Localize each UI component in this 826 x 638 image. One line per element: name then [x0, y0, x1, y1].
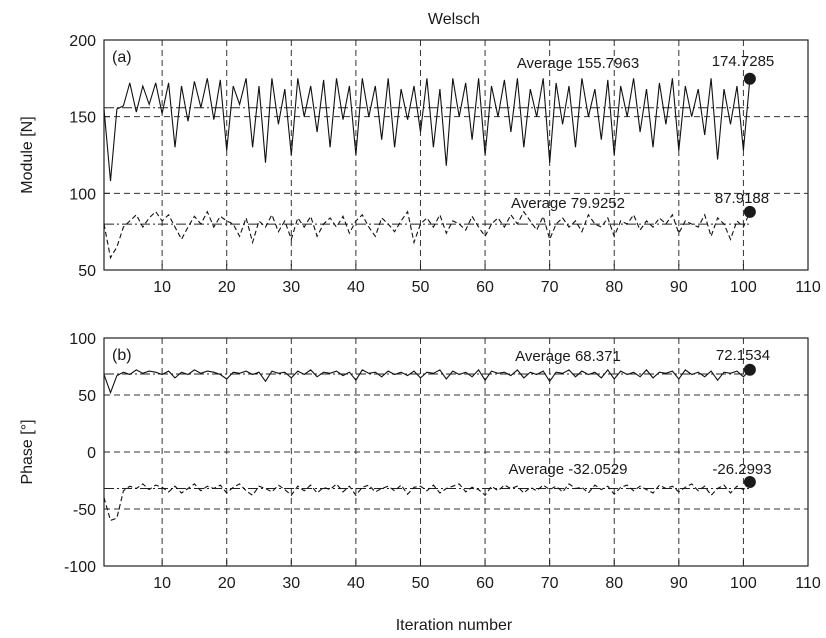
chart-title: Welsch: [428, 11, 480, 28]
x-tick-label: 70: [541, 575, 559, 592]
y-tick-label: 100: [69, 186, 96, 203]
x-tick-label: 70: [541, 279, 559, 296]
series-line: [103, 78, 751, 182]
panel-label: (a): [112, 49, 132, 66]
y-axis-label: Phase [°]: [19, 419, 36, 484]
y-tick-label: -100: [64, 559, 96, 576]
x-tick-label: 50: [412, 279, 430, 296]
average-annotation: Average 68.371: [515, 348, 621, 365]
final-point: [743, 363, 756, 376]
x-tick-label: 40: [347, 279, 365, 296]
x-tick-label: 110: [795, 575, 821, 592]
series-line: [103, 210, 751, 260]
y-tick-label: 150: [69, 110, 96, 127]
final-point: [743, 72, 756, 85]
average-annotation: Average 79.9252: [511, 195, 625, 212]
x-tick-label: 30: [282, 575, 300, 592]
average-annotation: Average 155.7963: [517, 55, 639, 72]
series-line: [103, 368, 751, 395]
x-tick-label: 10: [153, 575, 171, 592]
y-tick-label: 50: [78, 263, 96, 280]
x-tick-label: 40: [347, 575, 365, 592]
panel-a: 10 20 30 40 50 60 70 80 90 100 110 50 100 150 200 Modul…: [19, 33, 821, 296]
x-axis-label: Iteration number: [396, 617, 513, 634]
x-tick-label: 60: [476, 279, 494, 296]
x-tick-label: 90: [670, 279, 688, 296]
x-tick-label: 30: [282, 279, 300, 296]
average-annotation: Average -32.0529: [509, 461, 628, 478]
final-value-label: 174.7285: [712, 53, 775, 70]
y-tick-label: 50: [78, 388, 96, 405]
series-line: [103, 481, 751, 522]
final-value-label: -26.2993: [712, 461, 771, 478]
x-tick-label: 100: [730, 279, 757, 296]
x-tick-label: 60: [476, 575, 494, 592]
final-value-label: 72.1534: [716, 347, 770, 364]
x-tick-label: 20: [218, 279, 236, 296]
x-tick-label: 50: [412, 575, 430, 592]
y-tick-label: 200: [69, 33, 96, 50]
y-tick-label: 0: [87, 445, 96, 462]
x-tick-label: 110: [795, 279, 821, 296]
y-axis-label: Module [N]: [19, 116, 36, 193]
final-point: [743, 205, 756, 218]
final-value-label: 87.9188: [715, 190, 769, 207]
x-tick-label: 80: [605, 575, 623, 592]
x-tick-label: 90: [670, 575, 688, 592]
plot-frame: [103, 39, 809, 271]
x-tick-label: 100: [730, 575, 757, 592]
panel-b: 10 20 30 40 50 60 70 80 90 100 110 -100 -50 0 50 100 Pha…: [19, 331, 821, 592]
final-point: [743, 475, 756, 488]
y-tick-label: -50: [73, 502, 96, 519]
panel-label: (b): [112, 347, 132, 364]
x-tick-label: 20: [218, 575, 236, 592]
x-tick-label: 10: [153, 279, 171, 296]
x-tick-label: 80: [605, 279, 623, 296]
y-tick-label: 100: [69, 331, 96, 348]
